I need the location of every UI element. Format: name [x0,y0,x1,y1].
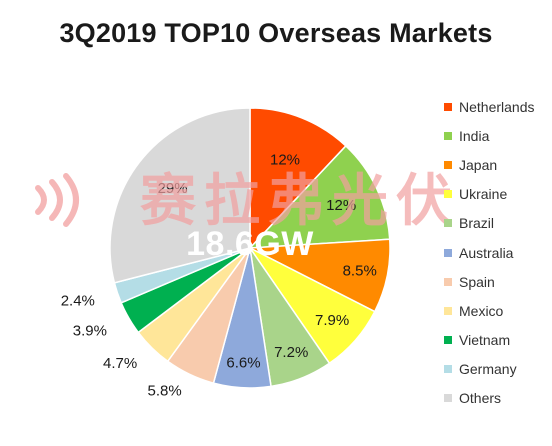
legend-swatch [444,219,452,228]
legend-label: Germany [459,361,517,378]
slice-label-japan: 8.5% [343,263,377,280]
total-capacity-label: 18.6GW [186,225,314,263]
legend-swatch [444,102,452,111]
chart-title: 3Q2019 TOP10 Overseas Markets [59,18,493,48]
legend-label: Japan [459,156,498,173]
legend-swatch [444,248,452,257]
legend-label: Others [459,390,502,407]
slice-label-mexico: 4.7% [103,355,137,372]
legend-label: India [459,127,490,144]
legend-label: Brazil [459,215,495,232]
slice-label-netherlands: 12% [270,152,300,169]
legend-item-india: India [444,121,535,150]
legend-label: Spain [459,273,495,290]
slice-label-vietnam: 3.9% [73,323,107,340]
legend-item-ukraine: Ukraine [444,180,535,209]
legend-label: Netherlands [459,98,535,115]
legend-item-australia: Australia [444,238,535,267]
slice-label-india: 12% [326,197,356,214]
slice-label-germany: 2.4% [61,293,95,310]
pie-slice-others [109,107,251,284]
legend-item-netherlands: Netherlands [444,92,535,121]
legend-label: Ukraine [459,186,508,203]
legend-item-spain: Spain [444,267,535,296]
legend-item-others: Others [444,384,535,413]
slice-label-ukraine: 7.9% [315,312,349,329]
legend-swatch [444,394,452,403]
legend-label: Australia [459,244,514,261]
legend-swatch [444,336,452,345]
slice-labels: 12% 12% 8.5% 7.9% 7.2% 6.6% 5.8% 4.7% 3.9% 2.4% 29… [61,152,377,400]
legend-swatch [444,365,452,374]
pie-slices [109,107,391,389]
legend-item-japan: Japan [444,150,535,179]
legend-item-brazil: Brazil [444,209,535,238]
legend-item-vietnam: Vietnam [444,326,535,355]
legend-swatch [444,190,452,199]
slice-label-spain: 5.8% [147,383,181,400]
legend-swatch [444,306,452,315]
slice-label-australia: 6.6% [226,355,260,372]
pie-slice-netherlands [249,107,347,250]
legend-swatch [444,160,452,169]
legend-label: Vietnam [459,332,511,349]
pie-slice-india [248,144,391,249]
legend-item-mexico: Mexico [444,296,535,325]
slice-label-brazil: 7.2% [274,344,308,361]
legend-item-germany: Germany [444,355,535,384]
legend-label: Mexico [459,302,504,319]
legend-swatch [444,131,452,140]
slice-label-others: 29% [158,180,188,197]
legend-swatch [444,277,452,286]
legend: Netherlands India Japan Ukraine Brazil Austra… [444,92,535,413]
